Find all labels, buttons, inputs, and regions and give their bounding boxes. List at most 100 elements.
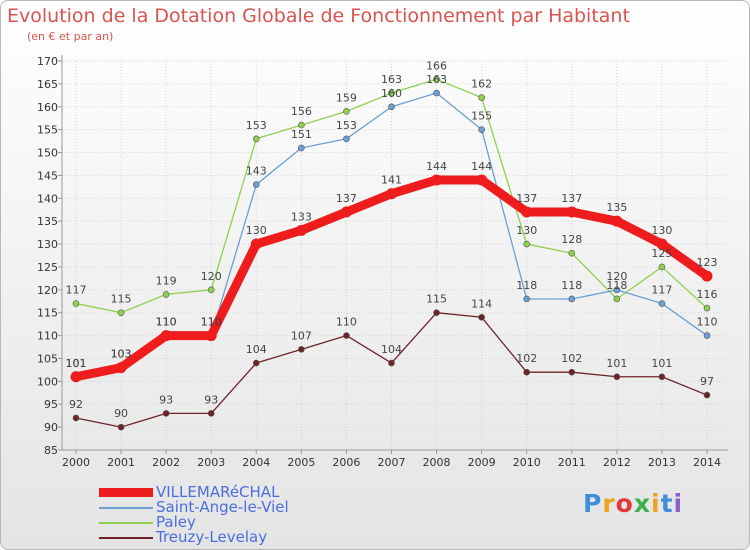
data-point — [478, 94, 485, 101]
data-point — [568, 249, 576, 257]
data-point — [656, 238, 668, 250]
data-point — [298, 144, 305, 152]
data-point — [162, 291, 170, 298]
data-point — [207, 286, 215, 294]
x-tick-label: 2007 — [378, 456, 406, 469]
data-label: 97 — [700, 375, 714, 388]
data-point — [343, 332, 350, 339]
data-point — [252, 135, 260, 143]
data-point — [250, 238, 262, 250]
legend-label: Paley — [156, 513, 196, 531]
data-point — [703, 304, 711, 312]
data-label: 110 — [697, 316, 718, 329]
y-tick-label: 105 — [37, 352, 58, 365]
y-tick-label: 160 — [37, 101, 58, 114]
legend-item: Treuzy-Levelay — [99, 528, 379, 546]
data-label: 116 — [697, 288, 718, 301]
legend-swatch — [99, 522, 153, 524]
logo-letter: t — [660, 489, 674, 518]
x-tick-label: 2009 — [468, 456, 496, 469]
data-point — [252, 359, 260, 367]
data-label: 144 — [426, 160, 447, 173]
y-tick-label: 145 — [37, 169, 58, 182]
data-point — [703, 332, 711, 339]
data-label: 110 — [201, 316, 222, 329]
data-label: 101 — [606, 357, 627, 370]
data-point — [162, 410, 170, 417]
legend-swatch — [99, 507, 153, 509]
y-tick-label: 140 — [37, 192, 58, 205]
data-point — [433, 76, 440, 83]
data-label: 118 — [561, 279, 582, 292]
legend-label: Saint-Ange-le-Viel — [156, 498, 289, 516]
data-label: 166 — [426, 59, 447, 72]
data-label: 120 — [606, 270, 627, 283]
data-point — [478, 126, 485, 133]
data-label: 107 — [291, 329, 312, 342]
data-label: 130 — [651, 224, 672, 237]
data-label: 93 — [159, 393, 173, 406]
data-point — [566, 206, 578, 218]
legend-swatch — [99, 537, 153, 539]
y-tick-label: 95 — [44, 398, 58, 411]
data-label: 120 — [201, 270, 222, 283]
data-label: 119 — [156, 274, 177, 287]
data-point — [658, 263, 666, 271]
legend-item: Paley — [99, 513, 379, 531]
data-point — [298, 346, 305, 353]
data-label: 92 — [69, 398, 83, 411]
data-point — [298, 121, 305, 129]
data-point — [613, 295, 621, 303]
legend-swatch — [99, 488, 153, 497]
data-point — [433, 309, 440, 317]
data-label: 137 — [516, 192, 537, 205]
data-point — [343, 135, 350, 143]
data-label: 155 — [471, 110, 492, 123]
data-label: 110 — [201, 316, 222, 329]
y-tick-label: 165 — [37, 78, 58, 91]
data-label: 101 — [66, 357, 87, 370]
data-point — [388, 359, 395, 367]
data-label: 110 — [336, 316, 357, 329]
data-label: 117 — [66, 284, 87, 297]
data-point — [117, 309, 125, 317]
y-tick-label: 155 — [37, 124, 58, 137]
legend-label: VILLEMARéCHAL — [156, 483, 280, 501]
data-label: 117 — [651, 284, 672, 297]
y-tick-label: 170 — [37, 55, 58, 68]
y-tick-label: 150 — [37, 147, 58, 160]
data-label: 130 — [516, 224, 537, 237]
data-label: 156 — [291, 105, 312, 118]
data-point — [160, 330, 172, 342]
y-tick-label: 130 — [37, 238, 58, 251]
y-tick-label: 90 — [44, 421, 58, 434]
data-point — [613, 286, 621, 294]
x-tick-label: 2013 — [648, 456, 676, 469]
data-label: 163 — [426, 73, 447, 86]
data-point — [343, 108, 350, 115]
data-point — [658, 300, 666, 307]
data-point — [611, 215, 623, 227]
data-label: 153 — [336, 119, 357, 132]
x-tick-label: 2005 — [287, 456, 315, 469]
logo-letter: x — [633, 489, 651, 518]
data-point — [701, 270, 713, 282]
x-tick-label: 2012 — [603, 456, 631, 469]
data-label: 93 — [204, 393, 218, 406]
logo-letter: i — [673, 489, 684, 518]
data-label: 137 — [336, 192, 357, 205]
data-point — [431, 174, 443, 186]
data-label: 103 — [111, 348, 132, 361]
data-label: 153 — [246, 119, 267, 132]
data-label: 101 — [66, 357, 87, 370]
data-point — [340, 206, 352, 218]
data-point — [476, 174, 488, 186]
x-tick-label: 2014 — [693, 456, 721, 469]
data-point — [72, 414, 80, 422]
data-point — [523, 240, 531, 248]
data-point — [568, 368, 576, 376]
legend-item: VILLEMARéCHAL — [99, 483, 379, 501]
data-point — [117, 423, 125, 431]
legend-item: Saint-Ange-le-Viel — [99, 498, 379, 516]
